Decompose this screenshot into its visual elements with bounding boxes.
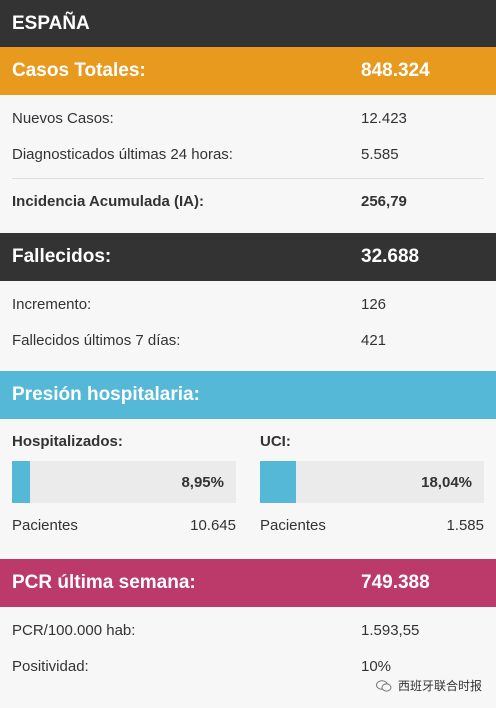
pcr-100k-label: PCR/100.000 hab:: [12, 621, 136, 639]
hospitalizados-percent: 8,95%: [181, 473, 224, 491]
positividad-value: 10%: [361, 657, 392, 675]
hospitalizados-pacientes-value: 10.645: [190, 517, 236, 534]
stat-row: Nuevos Casos: 12.423: [0, 100, 496, 136]
uci-bar-fill: [260, 461, 297, 503]
pcr-100k-value: 1.593,55: [361, 621, 420, 639]
wechat-icon: [375, 679, 392, 692]
incremento-value: 126: [361, 295, 387, 313]
nuevos-casos-label: Nuevos Casos:: [12, 109, 114, 127]
page-header: ESPAÑA: [0, 0, 496, 47]
divider: [12, 178, 484, 179]
watermark: 西班牙联合时报: [375, 677, 482, 694]
fallecidos-label: Fallecidos:: [12, 246, 112, 267]
diagnosticados-label: Diagnosticados últimas 24 horas:: [12, 145, 233, 163]
hospitalizados-pacientes-label: Pacientes: [12, 517, 78, 534]
presion-label: Presión hospitalaria:: [12, 384, 200, 405]
uci-title: UCI:: [260, 433, 291, 450]
casos-totales-value: 848.324: [361, 60, 430, 81]
diagnosticados-value: 5.585: [361, 145, 399, 163]
incidencia-label: Incidencia Acumulada (IA):: [12, 193, 204, 210]
stat-row: Fallecidos últimos 7 días: 421: [0, 322, 496, 358]
uci-pacientes-value: 1.585: [446, 517, 484, 534]
casos-totales-label: Casos Totales:: [12, 60, 146, 81]
pcr-value: 749.388: [361, 572, 430, 593]
stat-row: Positividad: 10%: [0, 648, 496, 684]
pcr-label: PCR última semana:: [12, 572, 196, 593]
hospitalizados-bar: 8,95%: [12, 461, 236, 503]
hospitalizados-bar-fill: [12, 461, 31, 503]
hospitalizados-title: Hospitalizados:: [12, 433, 123, 450]
page-title: ESPAÑA: [12, 12, 90, 34]
fallecidos-7d-label: Fallecidos últimos 7 días:: [12, 331, 181, 349]
stat-row: Diagnosticados últimas 24 horas: 5.585: [0, 136, 496, 172]
watermark-text: 西班牙联合时报: [397, 679, 482, 693]
positividad-label: Positividad:: [12, 657, 89, 675]
stat-row: Incidencia Acumulada (IA): 256,79: [0, 179, 496, 224]
casos-totales-band: Casos Totales: 848.324: [0, 47, 496, 95]
incidencia-value: 256,79: [361, 193, 407, 210]
nuevos-casos-value: 12.423: [361, 109, 407, 127]
uci-percent: 18,04%: [421, 473, 472, 491]
hospital-panel: Hospitalizados: 8,95% Pacientes 10.645 U…: [0, 419, 496, 559]
fallecidos-band: Fallecidos: 32.688: [0, 233, 496, 281]
fallecidos-7d-value: 421: [361, 331, 387, 349]
stat-row: Incremento: 126: [0, 286, 496, 322]
uci-pacientes-label: Pacientes: [260, 517, 326, 534]
presion-hospitalaria-band: Presión hospitalaria:: [0, 371, 496, 419]
pcr-band: PCR última semana: 749.388: [0, 559, 496, 607]
incremento-label: Incremento:: [12, 295, 92, 313]
uci-bar: 18,04%: [260, 461, 484, 503]
stat-row: PCR/100.000 hab: 1.593,55: [0, 612, 496, 648]
fallecidos-value: 32.688: [361, 246, 420, 267]
